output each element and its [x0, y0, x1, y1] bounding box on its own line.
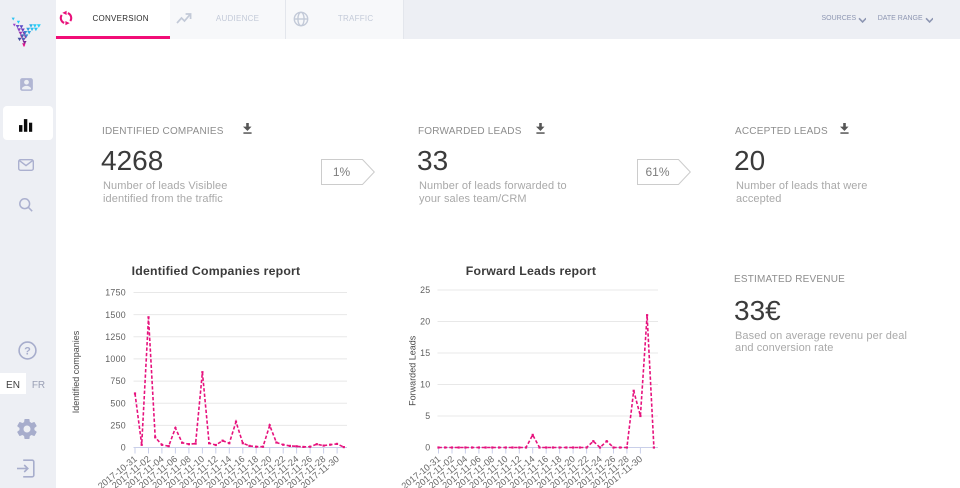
svg-text:20: 20 — [420, 317, 430, 327]
svg-text:0: 0 — [121, 443, 126, 453]
svg-text:1000: 1000 — [105, 354, 126, 364]
svg-text:Identified companies: Identified companies — [71, 330, 81, 413]
svg-text:500: 500 — [110, 398, 126, 408]
svg-text:1500: 1500 — [105, 310, 126, 320]
svg-text:1750: 1750 — [105, 288, 126, 298]
svg-text:1250: 1250 — [105, 332, 126, 342]
svg-text:0: 0 — [425, 443, 430, 453]
svg-text:250: 250 — [110, 421, 126, 431]
svg-text:25: 25 — [420, 285, 430, 295]
svg-text:750: 750 — [110, 376, 126, 386]
svg-text:10: 10 — [420, 380, 430, 390]
svg-text:Identified Companies report: Identified Companies report — [132, 264, 301, 278]
svg-text:Forward Leads report: Forward Leads report — [466, 264, 596, 278]
svg-text:?: ? — [24, 346, 31, 358]
svg-text:Forwarded Leads: Forwarded Leads — [408, 335, 418, 406]
svg-text:5: 5 — [425, 411, 430, 421]
svg-text:15: 15 — [420, 348, 430, 358]
